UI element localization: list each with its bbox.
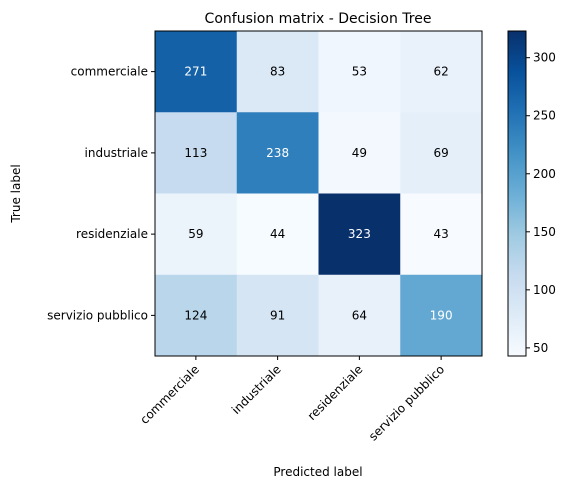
cell-value-label: 44 bbox=[270, 227, 285, 241]
cell-value-label: 190 bbox=[430, 308, 453, 322]
heatmap-cell bbox=[400, 193, 483, 276]
heatmap-cell bbox=[318, 193, 401, 276]
x-axis-ticks: commerciale industriale residenziale serviz… bbox=[137, 356, 447, 443]
colorbar-tick-label: 150 bbox=[533, 225, 556, 239]
colorbar-tick-label: 200 bbox=[533, 167, 556, 181]
heatmap-cell bbox=[155, 193, 238, 276]
cell-value-label: 64 bbox=[352, 308, 367, 322]
cell-value-label: 113 bbox=[184, 146, 207, 160]
colorbar-tick-label: 50 bbox=[533, 341, 548, 355]
heatmap-cell bbox=[400, 274, 483, 357]
heatmap-cell bbox=[318, 274, 401, 357]
heatmap-cell bbox=[318, 112, 401, 194]
heatmap-cell bbox=[155, 112, 238, 194]
heatmap-cell bbox=[155, 274, 238, 357]
y-tick-label: residenziale bbox=[76, 227, 148, 241]
colorbar-ticks: 50 100 150 200 250 300 bbox=[526, 51, 556, 355]
heatmap-cell bbox=[236, 274, 319, 357]
x-tick-label: residenziale bbox=[305, 362, 366, 423]
cell-value-label: 271 bbox=[184, 65, 207, 79]
cell-value-label: 124 bbox=[184, 308, 207, 322]
y-tick-label: servizio pubblico bbox=[47, 308, 148, 322]
cell-value-label: 91 bbox=[270, 308, 285, 322]
cell-value-label: 62 bbox=[433, 65, 448, 79]
chart-title: Confusion matrix - Decision Tree bbox=[205, 11, 432, 27]
cell-value-label: 238 bbox=[266, 146, 289, 160]
heatmap-cell bbox=[236, 31, 319, 113]
x-tick-label: servizio pubblico bbox=[366, 362, 447, 443]
x-axis-label: Predicted label bbox=[273, 465, 362, 479]
cell-value-label: 43 bbox=[433, 227, 448, 241]
heatmap-cells: 271 83 53 62 113 238 49 69 59 44 323 43 124 91 64 190 bbox=[155, 31, 483, 357]
x-tick-label: industriale bbox=[229, 362, 284, 417]
colorbar-tick-label: 300 bbox=[533, 51, 556, 65]
cell-value-label: 69 bbox=[433, 146, 448, 160]
colorbar bbox=[507, 30, 527, 357]
heatmap-cell bbox=[400, 31, 483, 113]
y-tick-label: industriale bbox=[85, 146, 148, 160]
heatmap-cell bbox=[236, 112, 319, 194]
colorbar-tick-label: 250 bbox=[533, 109, 556, 123]
cell-value-label: 59 bbox=[188, 227, 203, 241]
y-axis-label: True label bbox=[9, 164, 23, 223]
x-tick-label: commerciale bbox=[137, 362, 202, 427]
cell-value-label: 83 bbox=[270, 65, 285, 79]
colorbar-tick-label: 100 bbox=[533, 283, 556, 297]
cell-value-label: 323 bbox=[348, 227, 371, 241]
plot-frame bbox=[154, 30, 483, 357]
cell-value-label: 53 bbox=[352, 65, 367, 79]
cell-value-label: 49 bbox=[352, 146, 367, 160]
y-axis-ticks: commerciale industriale residenziale serviz… bbox=[47, 65, 155, 322]
heatmap-cell bbox=[236, 193, 319, 276]
heatmap-cell bbox=[400, 112, 483, 194]
heatmap-cell bbox=[318, 31, 401, 113]
y-tick-label: commerciale bbox=[71, 65, 148, 79]
heatmap-cell bbox=[155, 31, 238, 113]
